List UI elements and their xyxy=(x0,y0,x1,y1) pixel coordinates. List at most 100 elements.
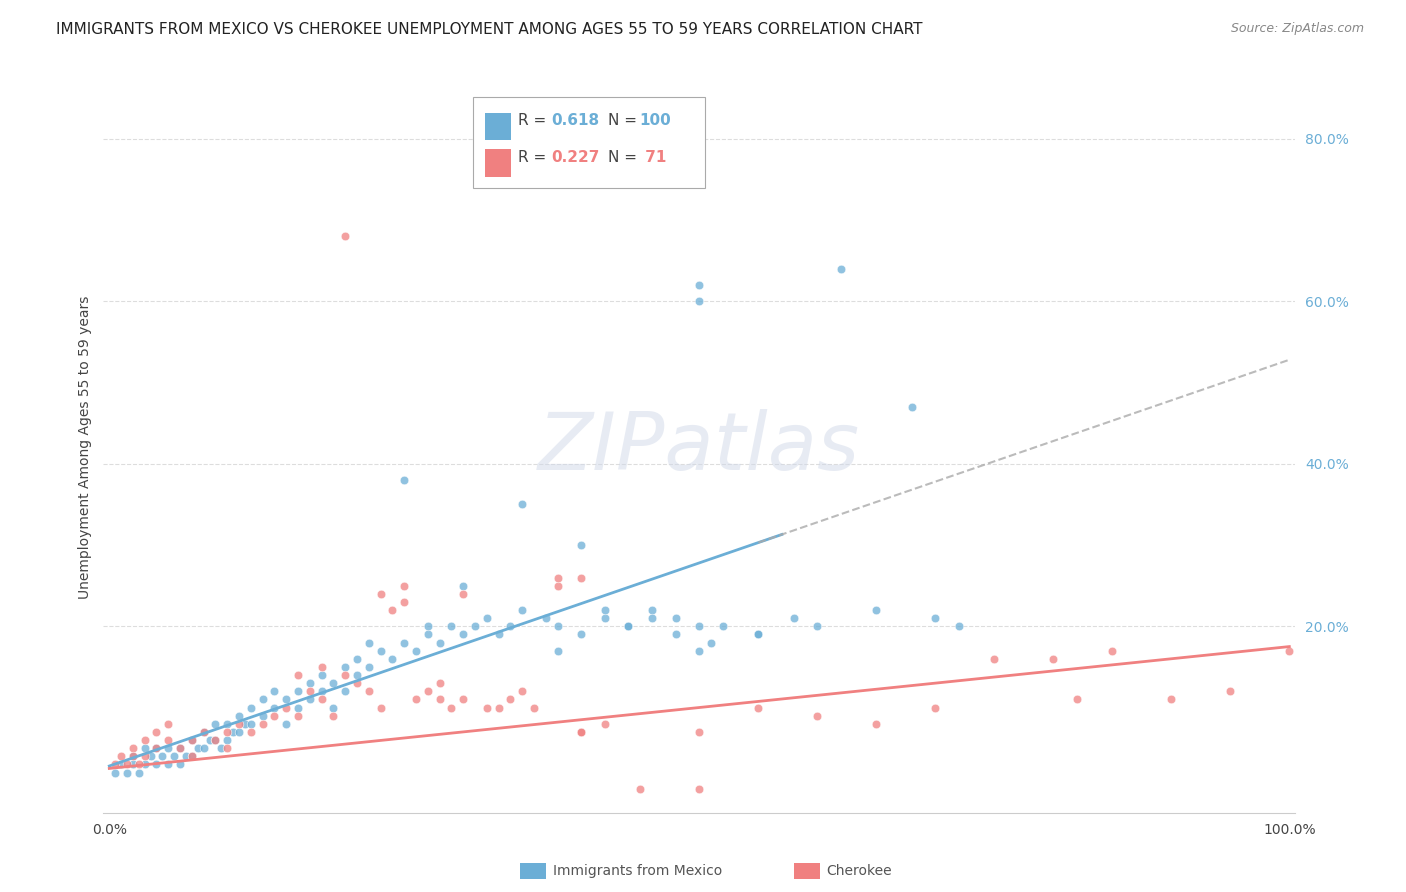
Point xyxy=(217,725,239,739)
Point xyxy=(510,684,533,698)
Point xyxy=(145,741,167,756)
Point xyxy=(228,716,250,731)
Point xyxy=(830,261,852,276)
Point xyxy=(453,692,475,706)
Text: R =: R = xyxy=(519,150,551,165)
Point xyxy=(488,700,510,714)
Point xyxy=(169,757,191,772)
Point xyxy=(193,741,215,756)
Point xyxy=(322,700,344,714)
Point xyxy=(440,700,463,714)
Text: 71: 71 xyxy=(640,150,666,165)
Point xyxy=(370,700,392,714)
Point xyxy=(311,692,333,706)
Point xyxy=(335,660,357,674)
Point xyxy=(122,757,145,772)
Point xyxy=(381,652,404,666)
Point xyxy=(429,676,451,690)
Point xyxy=(865,603,887,617)
Point xyxy=(128,765,150,780)
Point xyxy=(110,757,132,772)
Point xyxy=(688,643,710,657)
Point xyxy=(357,684,380,698)
Point xyxy=(547,643,569,657)
Point xyxy=(628,781,651,796)
Point xyxy=(335,668,357,682)
Point xyxy=(222,725,245,739)
Point xyxy=(322,676,344,690)
Point xyxy=(416,627,439,641)
Point xyxy=(617,619,640,633)
Point xyxy=(298,676,321,690)
Point xyxy=(335,229,357,244)
Point xyxy=(115,765,138,780)
Text: 100: 100 xyxy=(640,113,672,128)
Point xyxy=(263,708,285,723)
Point xyxy=(233,716,256,731)
Point xyxy=(547,579,569,593)
Point xyxy=(453,627,475,641)
Point xyxy=(157,716,180,731)
Point xyxy=(252,708,274,723)
Point xyxy=(688,725,710,739)
Point xyxy=(665,611,688,625)
Point xyxy=(948,619,970,633)
Point xyxy=(204,733,226,747)
Point xyxy=(263,684,285,698)
Point xyxy=(453,579,475,593)
Point xyxy=(228,708,250,723)
Point xyxy=(569,725,592,739)
Point xyxy=(641,611,664,625)
Point xyxy=(1219,684,1241,698)
Point xyxy=(924,700,946,714)
Point xyxy=(180,733,202,747)
Point xyxy=(263,700,285,714)
Point xyxy=(1066,692,1088,706)
Point xyxy=(700,635,723,649)
Point xyxy=(370,587,392,601)
Text: ZIPatlas: ZIPatlas xyxy=(538,409,860,486)
Point xyxy=(169,741,191,756)
Point xyxy=(252,716,274,731)
Text: N =: N = xyxy=(607,113,641,128)
Point xyxy=(311,684,333,698)
Point xyxy=(193,725,215,739)
Point xyxy=(335,684,357,698)
Point xyxy=(228,725,250,739)
Point xyxy=(217,716,239,731)
Point xyxy=(276,716,298,731)
Point xyxy=(806,619,828,633)
Point xyxy=(1160,692,1182,706)
Point xyxy=(510,603,533,617)
Point xyxy=(865,716,887,731)
Point xyxy=(440,619,463,633)
Point xyxy=(688,294,710,309)
Point xyxy=(711,619,734,633)
Point xyxy=(104,765,127,780)
Point xyxy=(139,749,162,764)
Point xyxy=(688,278,710,293)
Point xyxy=(924,611,946,625)
Point xyxy=(453,587,475,601)
Point xyxy=(357,635,380,649)
Point xyxy=(499,692,522,706)
Point xyxy=(298,692,321,706)
Point xyxy=(110,749,132,764)
FancyBboxPatch shape xyxy=(472,96,706,188)
Point xyxy=(806,708,828,723)
Point xyxy=(569,627,592,641)
Point xyxy=(523,700,546,714)
Point xyxy=(593,716,616,731)
Point xyxy=(157,741,180,756)
Point xyxy=(475,611,498,625)
Point xyxy=(311,660,333,674)
Point xyxy=(174,749,197,764)
Point xyxy=(593,611,616,625)
Point xyxy=(276,692,298,706)
Bar xyxy=(485,149,510,177)
Point xyxy=(593,603,616,617)
Text: 0.227: 0.227 xyxy=(551,150,600,165)
Point xyxy=(204,716,226,731)
Point xyxy=(134,757,156,772)
Point xyxy=(747,627,769,641)
